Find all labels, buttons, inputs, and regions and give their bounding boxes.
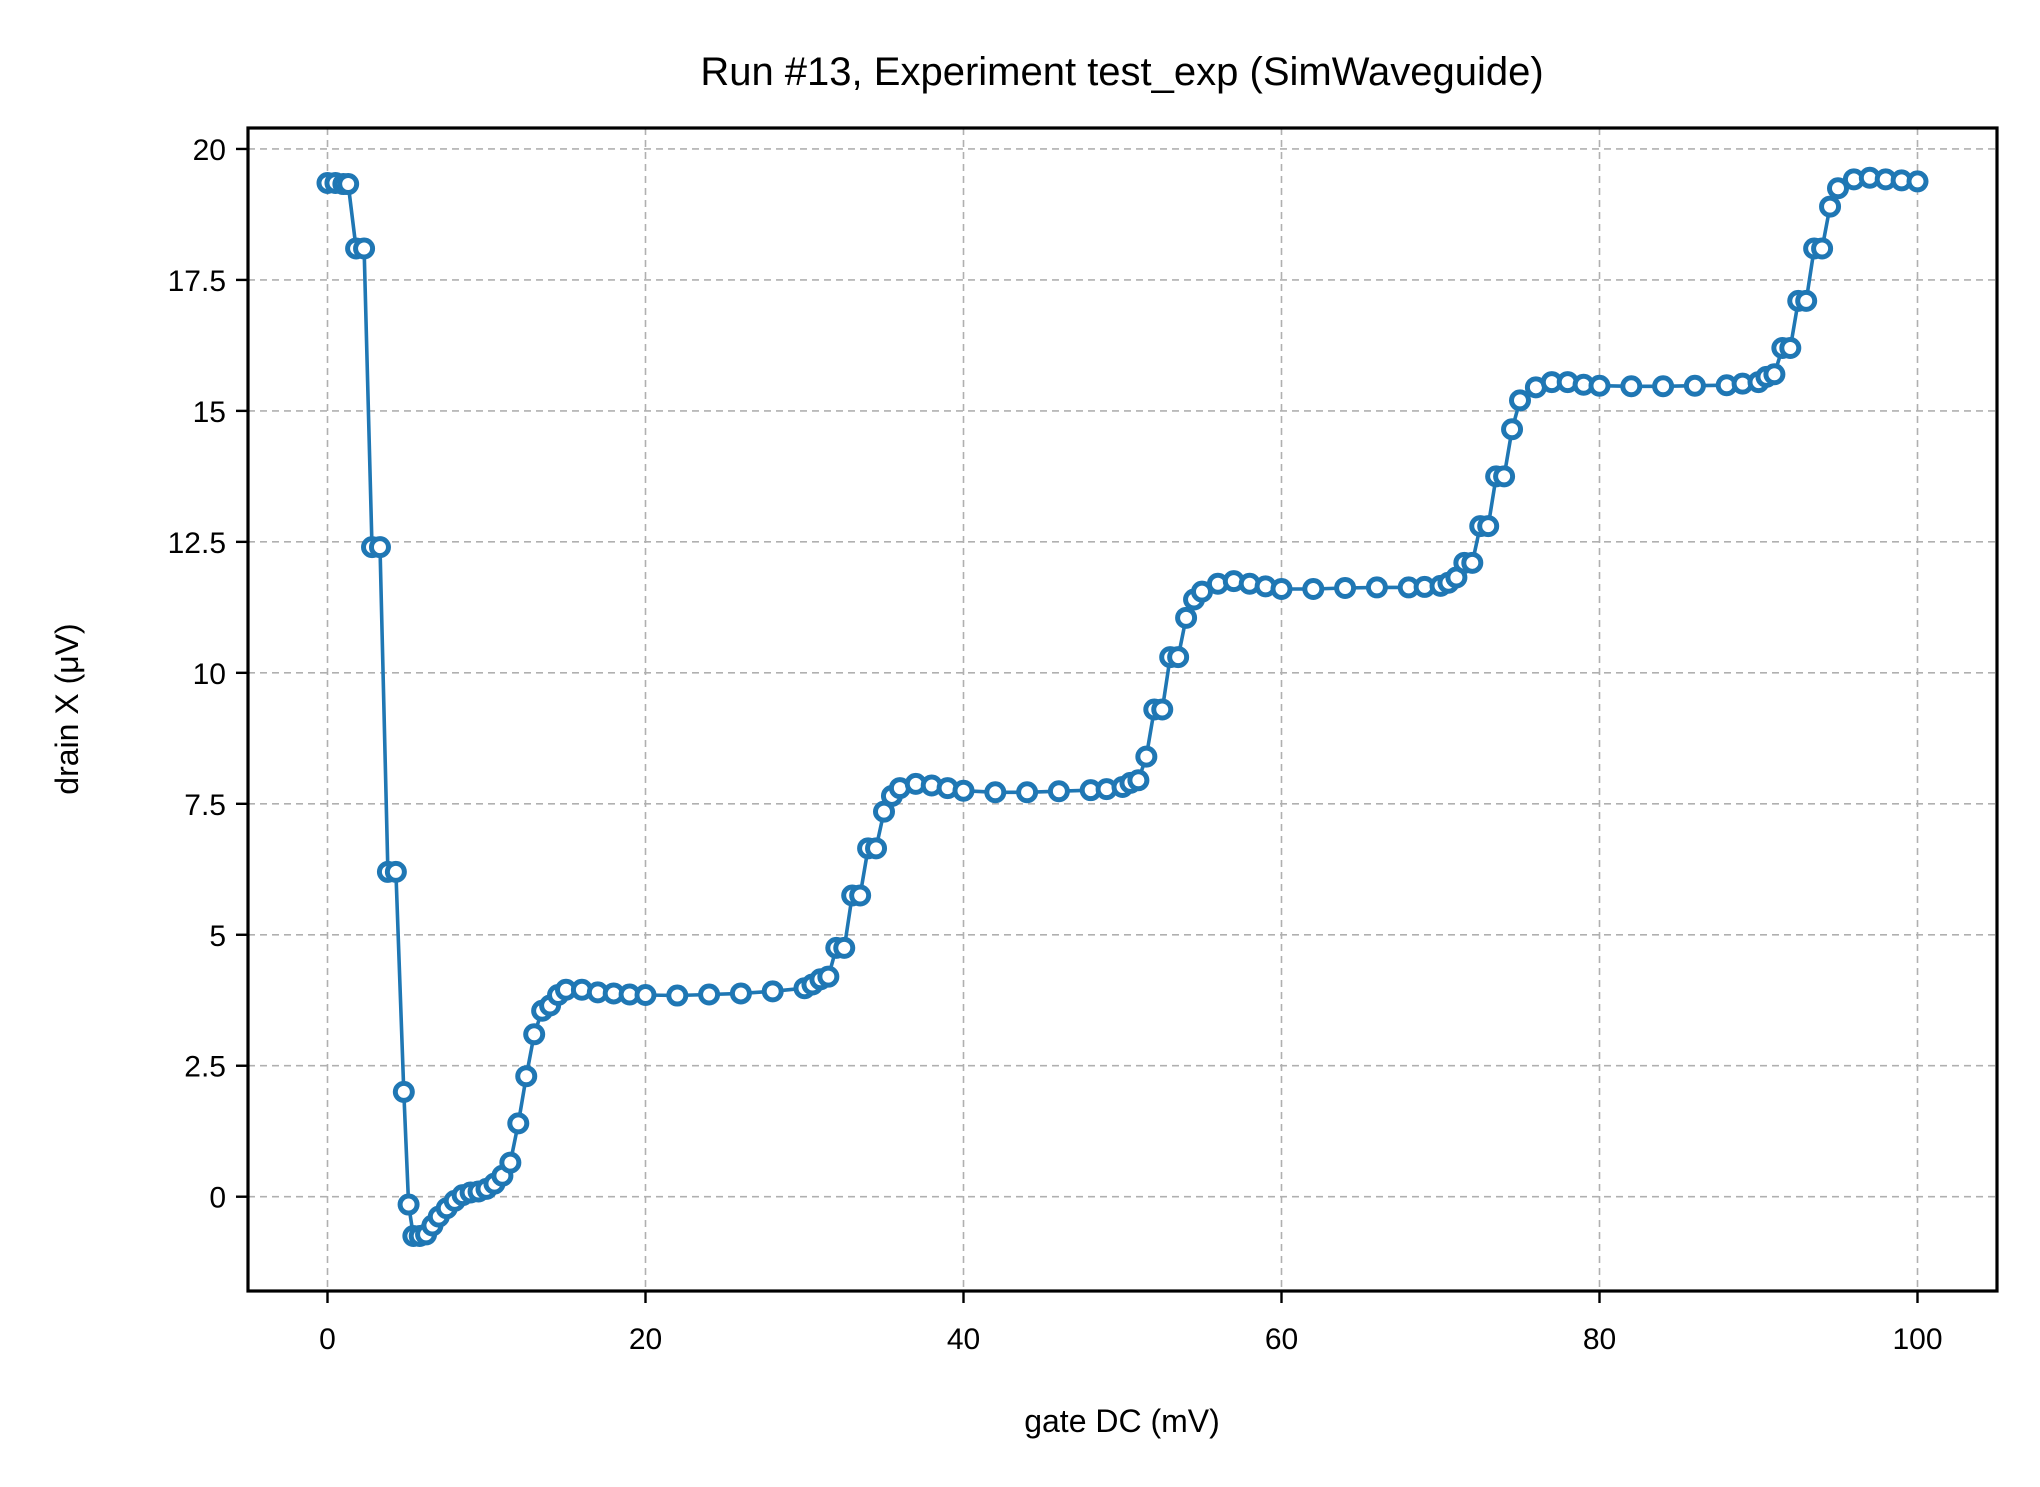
data-point xyxy=(1620,375,1643,398)
data-point xyxy=(1151,698,1174,721)
data-point xyxy=(384,860,407,883)
data-point xyxy=(833,936,856,959)
y-axis-label: drain X (μV) xyxy=(49,623,85,794)
y-tick-label: 0 xyxy=(209,1182,226,1215)
x-tick-label: 20 xyxy=(629,1323,662,1356)
data-point xyxy=(1135,745,1158,768)
chart-title: Run #13, Experiment test_exp (SimWavegui… xyxy=(700,50,1543,94)
data-point xyxy=(1167,646,1190,669)
axis-ticks: 0 20 40 60 80 100 0 2.5 5 7.5 10 12.5 15 17.5 20 xyxy=(168,134,1943,1356)
y-tick-label: 5 xyxy=(209,920,226,953)
data-point xyxy=(1906,170,1929,193)
x-tick-label: 40 xyxy=(947,1323,980,1356)
data-point xyxy=(865,837,888,860)
y-tick-label: 17.5 xyxy=(168,265,226,298)
data-point xyxy=(523,1023,546,1046)
data-point xyxy=(515,1065,538,1088)
data-point xyxy=(1763,363,1786,386)
data-point xyxy=(1334,576,1357,599)
data-point xyxy=(337,173,360,196)
y-tick-label: 20 xyxy=(193,134,226,167)
data-point xyxy=(1795,289,1818,312)
data-point xyxy=(698,983,721,1006)
data-point xyxy=(1127,769,1150,792)
data-point xyxy=(368,536,391,559)
data-point xyxy=(1652,375,1675,398)
plot-frame xyxy=(246,126,1999,1293)
data-point xyxy=(1270,578,1293,601)
x-tick-label: 80 xyxy=(1583,1323,1616,1356)
data-point xyxy=(397,1193,420,1216)
data-point xyxy=(666,984,689,1007)
data-point xyxy=(1302,578,1325,601)
data-point xyxy=(392,1080,415,1103)
y-tick-label: 15 xyxy=(193,396,226,429)
data-point xyxy=(1175,606,1198,629)
data-point xyxy=(1819,195,1842,218)
data-point xyxy=(849,884,872,907)
data-point xyxy=(817,965,840,988)
data-point xyxy=(1493,465,1516,488)
y-tick-label: 7.5 xyxy=(184,789,226,822)
y-tick-label: 12.5 xyxy=(168,527,226,560)
x-axis-label: gate DC (mV) xyxy=(1024,1403,1220,1439)
data-point xyxy=(984,781,1007,804)
series-layer xyxy=(316,166,1929,1247)
data-point xyxy=(1016,781,1039,804)
data-point xyxy=(353,237,376,260)
data-point xyxy=(1047,780,1070,803)
data-point xyxy=(1779,337,1802,360)
x-tick-label: 60 xyxy=(1265,1323,1298,1356)
data-point xyxy=(1588,374,1611,397)
data-point xyxy=(1683,374,1706,397)
x-tick-label: 0 xyxy=(319,1323,336,1356)
y-tick-label: 2.5 xyxy=(184,1051,226,1084)
data-point xyxy=(634,984,657,1007)
data-point xyxy=(1477,515,1500,538)
data-point xyxy=(1509,389,1531,412)
data-point xyxy=(952,779,975,802)
y-tick-label: 10 xyxy=(193,658,226,691)
data-point xyxy=(1827,177,1849,200)
data-point xyxy=(729,982,752,1005)
data-point xyxy=(499,1151,522,1174)
data-point xyxy=(1365,576,1388,599)
x-tick-label: 100 xyxy=(1892,1323,1942,1356)
data-point xyxy=(1501,418,1524,441)
data-point xyxy=(1461,551,1484,574)
data-point xyxy=(761,980,784,1003)
grid xyxy=(248,128,1997,1291)
data-point xyxy=(1811,237,1834,260)
data-point xyxy=(507,1112,530,1135)
